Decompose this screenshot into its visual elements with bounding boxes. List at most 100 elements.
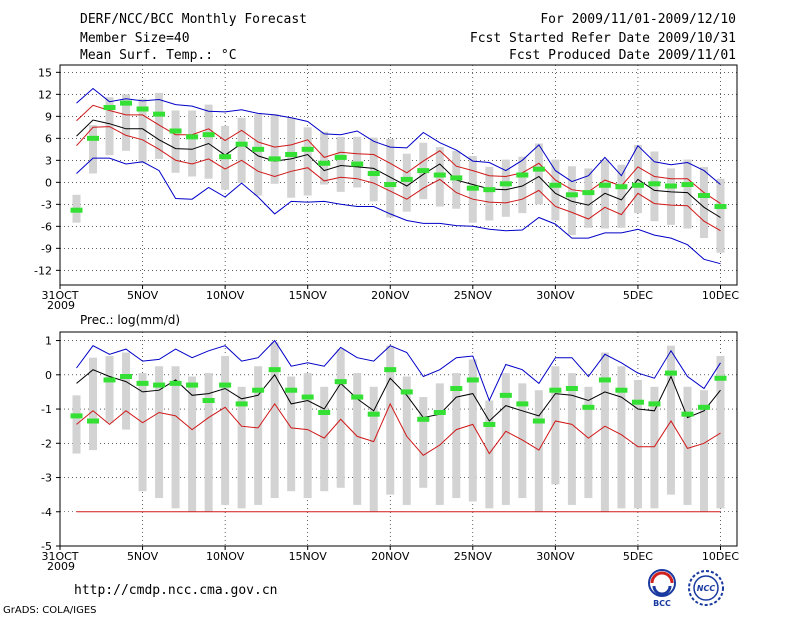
temp-observed-mark [318, 160, 331, 166]
prec-observed-mark [202, 397, 215, 403]
prec-ytick-label: -2 [41, 437, 52, 450]
prec-box [254, 366, 263, 505]
prec-box [584, 386, 593, 499]
temp-ytick-label: 12 [38, 88, 52, 101]
temp-box [551, 159, 560, 221]
prec-box [386, 345, 395, 495]
temp-box [666, 168, 675, 225]
prec-box [369, 386, 378, 512]
temp-box [369, 137, 378, 202]
prec-box [567, 373, 576, 505]
temp-ytick-label: 15 [38, 66, 52, 79]
grads-credit: GrADS: COLA/IGES [3, 605, 97, 616]
temp-observed-mark [499, 181, 512, 187]
temp-box [204, 104, 213, 179]
temp-observed-mark [648, 181, 661, 187]
temp-line-maximum [76, 87, 721, 185]
prec-observed-mark [285, 387, 298, 393]
temp-observed-mark [714, 204, 727, 210]
temp-box [386, 139, 395, 218]
prec-observed-mark [70, 413, 83, 419]
prec-box [419, 397, 428, 488]
prec-box [336, 349, 345, 488]
prec-observed-mark [351, 394, 364, 400]
temp-box [518, 156, 527, 214]
prec-box [617, 366, 626, 509]
prec-box [435, 383, 444, 505]
temp-box [320, 131, 329, 185]
temp-observed-mark [219, 154, 232, 160]
prec-observed-mark [681, 411, 694, 417]
prec-observed-mark [235, 401, 248, 407]
temp-observed-mark [367, 171, 380, 177]
source-url[interactable]: http://cmdp.ncc.cma.gov.cn [74, 583, 278, 598]
prec-box [518, 383, 527, 499]
temp-box [485, 166, 494, 221]
temp-observed-mark [664, 183, 677, 189]
prec-box [452, 373, 461, 499]
prec-line-maximum [76, 339, 721, 402]
prec-observed-mark [433, 409, 446, 415]
prec-observed-mark [334, 379, 347, 385]
ncc-logo-text: NCC [697, 584, 716, 593]
member-size: Member Size=40 [80, 31, 190, 46]
prec-box [402, 376, 411, 505]
prec-xtick-label: 20NOV [371, 550, 410, 563]
temp-observed-mark [301, 146, 314, 152]
prec-observed-mark [318, 409, 331, 415]
prec-box [633, 379, 642, 509]
prec-ytick-label: -3 [41, 472, 52, 485]
prec-box [188, 376, 197, 512]
temp-observed-mark [516, 172, 529, 178]
temp-observed-mark [598, 182, 611, 188]
temp-observed-mark [285, 151, 298, 157]
temp-box [650, 151, 659, 222]
prec-xtick-label: 5DEC [623, 550, 653, 563]
temp-xtick-label: 15NOV [289, 289, 328, 302]
temp-box [188, 110, 197, 177]
prec-observed-mark [615, 387, 628, 393]
prec-ytick-label: 1 [45, 335, 52, 348]
prec-line-ensemble-mean [76, 369, 721, 422]
prec-box [716, 355, 725, 509]
bcc-logo-text: BCC [653, 599, 671, 608]
temp-observed-mark [466, 185, 479, 191]
prec-box [320, 386, 329, 492]
prec-observed-mark [120, 374, 133, 380]
temp-box [699, 166, 708, 239]
prec-observed-mark [450, 385, 463, 391]
temp-box [567, 166, 576, 236]
prec-box [270, 342, 279, 499]
temp-observed-mark [235, 141, 248, 147]
temp-observed-mark [169, 128, 182, 134]
prec-box [221, 355, 230, 505]
prec-xtick-label: 5NOV [127, 550, 159, 563]
prec-observed-mark [532, 418, 545, 424]
temp-box [402, 153, 411, 212]
temp-xtick-label: 25NOV [454, 289, 493, 302]
prec-title: Prec.: log(mm/d) [80, 313, 180, 327]
temp-xtick-label: 10NOV [206, 289, 245, 302]
prec-observed-mark [483, 421, 496, 427]
temp-ytick-label: 9 [45, 110, 52, 123]
temp-box [122, 94, 131, 151]
temp-observed-mark [103, 105, 116, 111]
temp-line-lower-band [76, 126, 721, 232]
prec-observed-mark [499, 392, 512, 398]
prec-observed-mark [219, 382, 232, 388]
temp-ytick-label: -3 [41, 198, 52, 211]
prec-observed-mark [252, 387, 265, 393]
prec-ytick-label: 0 [45, 369, 52, 382]
prec-observed-mark [400, 389, 413, 395]
temp-ytick-label: -12 [34, 264, 52, 277]
temp-box [584, 168, 593, 228]
temp-box [617, 164, 626, 228]
prec-frame [59, 331, 738, 547]
temp-xtick-label: 31OCT [41, 289, 78, 302]
temp-ytick-label: 0 [45, 176, 52, 189]
prec-xtick-year: 2009 [47, 560, 75, 573]
prec-xtick-label: 15NOV [289, 550, 328, 563]
prec-observed-mark [367, 411, 380, 417]
variable-label: Mean Surf. Temp.: °C [80, 48, 237, 63]
temp-observed-mark [582, 190, 595, 196]
